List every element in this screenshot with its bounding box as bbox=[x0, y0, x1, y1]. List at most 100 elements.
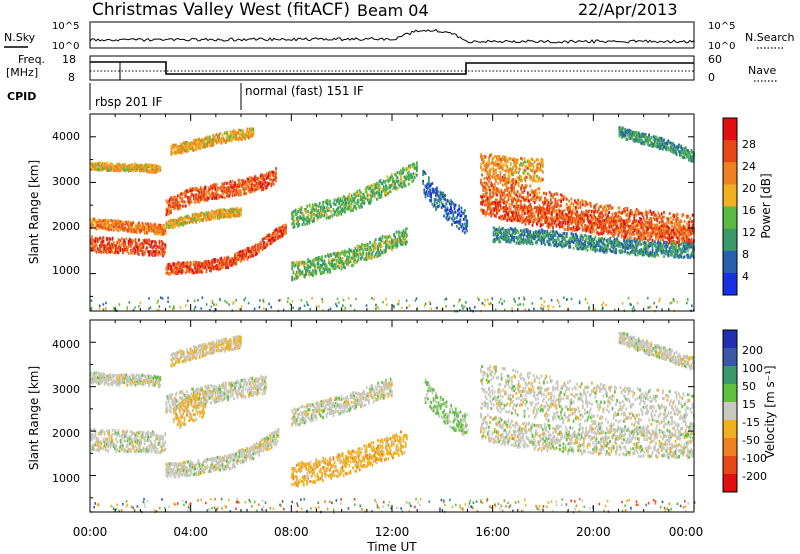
power-cell bbox=[187, 262, 189, 266]
power-cell bbox=[305, 210, 307, 214]
power-cell bbox=[108, 240, 111, 244]
power-cell bbox=[404, 184, 407, 188]
power-cell bbox=[371, 251, 374, 255]
power-cell bbox=[139, 245, 141, 249]
power-cell bbox=[355, 207, 358, 211]
power-cell bbox=[245, 182, 248, 186]
power-cell bbox=[231, 194, 234, 198]
power-cell bbox=[250, 130, 252, 134]
power-cell bbox=[227, 266, 230, 269]
power-cell bbox=[127, 229, 130, 233]
power-cell bbox=[110, 244, 113, 248]
power-cell bbox=[244, 248, 247, 252]
power-cell bbox=[166, 266, 169, 270]
power-cell bbox=[412, 179, 415, 182]
power-cell bbox=[389, 175, 392, 179]
power-cell bbox=[368, 184, 370, 188]
power-cell bbox=[107, 220, 109, 224]
power-cell bbox=[141, 221, 144, 225]
power-cell bbox=[156, 226, 159, 230]
power-cell bbox=[206, 215, 209, 218]
power-cell bbox=[197, 138, 200, 141]
power-cell bbox=[217, 266, 219, 270]
power-band-6 bbox=[170, 127, 255, 156]
power-cell bbox=[372, 188, 375, 192]
power-cell bbox=[237, 251, 240, 255]
power-cell bbox=[170, 150, 173, 154]
power-cell bbox=[185, 147, 187, 151]
power-cell bbox=[195, 196, 197, 200]
power-cell bbox=[266, 234, 269, 238]
power-cell bbox=[204, 145, 207, 149]
power-cell bbox=[263, 174, 266, 178]
power-cell bbox=[95, 166, 98, 170]
power-cell bbox=[150, 229, 153, 233]
power-cell bbox=[373, 192, 376, 196]
power-cell bbox=[196, 198, 199, 202]
power-cell bbox=[254, 184, 257, 188]
power-cell bbox=[186, 189, 188, 193]
power-cell bbox=[118, 248, 121, 252]
power-cell bbox=[220, 215, 223, 219]
power-cell bbox=[127, 223, 130, 227]
power-cell bbox=[147, 241, 149, 245]
power-cell bbox=[215, 210, 218, 214]
power-cell bbox=[637, 212, 640, 216]
power-cell bbox=[103, 223, 106, 226]
power-cell bbox=[212, 267, 215, 271]
power-cell bbox=[110, 228, 113, 232]
power-cell bbox=[225, 131, 227, 134]
power-cell bbox=[261, 174, 263, 177]
power-cell bbox=[308, 203, 311, 207]
power-cell bbox=[246, 130, 249, 134]
power-cell bbox=[257, 243, 259, 247]
power-cell bbox=[238, 212, 241, 216]
power-cell bbox=[307, 264, 310, 268]
power-cell bbox=[223, 131, 226, 135]
power-cell bbox=[173, 151, 176, 154]
power-cell bbox=[226, 139, 228, 143]
power-cell bbox=[251, 132, 254, 136]
power-cell bbox=[331, 213, 334, 217]
power-cell bbox=[165, 209, 168, 213]
power-cell bbox=[152, 229, 155, 233]
power-cell bbox=[199, 144, 202, 148]
power-cell bbox=[281, 234, 284, 238]
power-cell bbox=[378, 191, 381, 195]
power-cell bbox=[198, 266, 201, 270]
power-cell bbox=[184, 195, 187, 199]
power-cell bbox=[102, 244, 105, 248]
power-cell bbox=[300, 271, 303, 275]
power-cell bbox=[136, 225, 139, 229]
power-cell bbox=[217, 213, 219, 217]
power-cell bbox=[249, 135, 251, 139]
power-cell bbox=[313, 219, 315, 223]
power-cell bbox=[181, 142, 184, 146]
power-cell bbox=[95, 227, 98, 231]
power-cell bbox=[291, 275, 294, 279]
power-cell bbox=[242, 249, 244, 253]
power-cell bbox=[159, 166, 162, 170]
power-cell bbox=[271, 179, 274, 183]
power-cell bbox=[238, 213, 241, 217]
power-cell bbox=[229, 135, 232, 139]
power-cell bbox=[193, 188, 195, 192]
power-cell bbox=[135, 225, 138, 229]
power-cell bbox=[293, 264, 296, 268]
power-cell bbox=[190, 193, 193, 197]
power-cell bbox=[171, 147, 174, 150]
power-cell bbox=[342, 205, 345, 209]
power-cell bbox=[635, 211, 638, 215]
power-cell bbox=[170, 145, 173, 149]
power-cell bbox=[311, 205, 314, 209]
power-cell bbox=[315, 270, 318, 273]
power-cell bbox=[231, 179, 234, 183]
power-cell bbox=[266, 181, 269, 185]
power-cell bbox=[195, 212, 197, 216]
power-cell bbox=[323, 206, 326, 209]
power-cell bbox=[110, 248, 113, 252]
power-cell bbox=[337, 196, 339, 200]
power-cell bbox=[181, 265, 184, 268]
power-cell bbox=[171, 201, 173, 205]
power-cell bbox=[186, 264, 188, 268]
